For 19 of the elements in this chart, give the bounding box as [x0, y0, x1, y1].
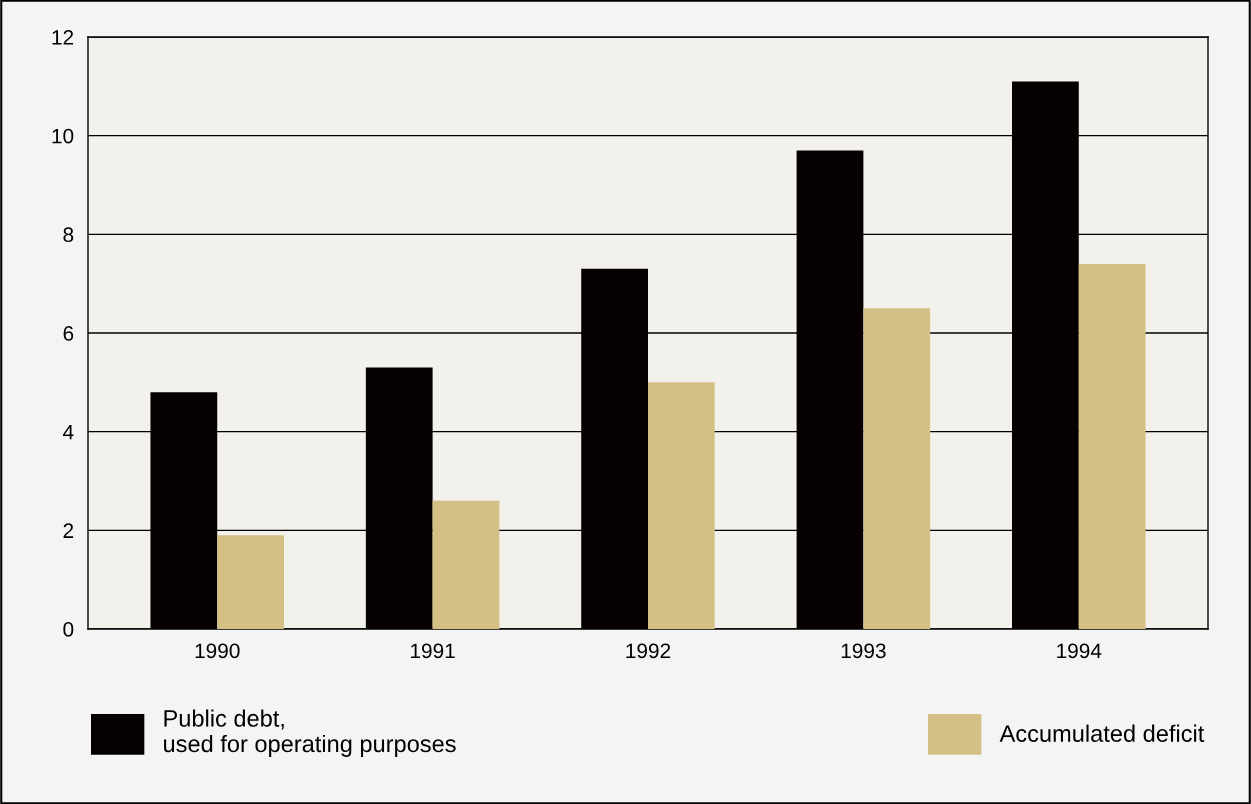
bar — [1078, 263, 1146, 629]
y-tick-label: 10 — [52, 128, 74, 144]
x-tick-label: 1993 — [841, 643, 886, 659]
bar — [648, 382, 715, 629]
bar — [863, 308, 931, 629]
y-tick-label: 6 — [63, 326, 74, 341]
legend-label: Public debt, used for operating purposes — [164, 709, 456, 757]
y-tick-label: 8 — [63, 227, 74, 243]
y-tick-label: 4 — [63, 424, 74, 440]
y-tick-label: 12 — [52, 30, 74, 45]
x-tick-label: 1990 — [195, 643, 240, 659]
y-tick-label: 0 — [63, 622, 74, 637]
legend-label: Accumulated deficit — [999, 724, 1205, 742]
bar — [217, 535, 284, 629]
bar — [432, 500, 500, 629]
y-tick-label: 2 — [63, 523, 74, 538]
x-tick-label: 1992 — [626, 643, 671, 659]
x-tick-label: 1994 — [1057, 643, 1102, 659]
x-tick-label: 1991 — [411, 643, 455, 659]
